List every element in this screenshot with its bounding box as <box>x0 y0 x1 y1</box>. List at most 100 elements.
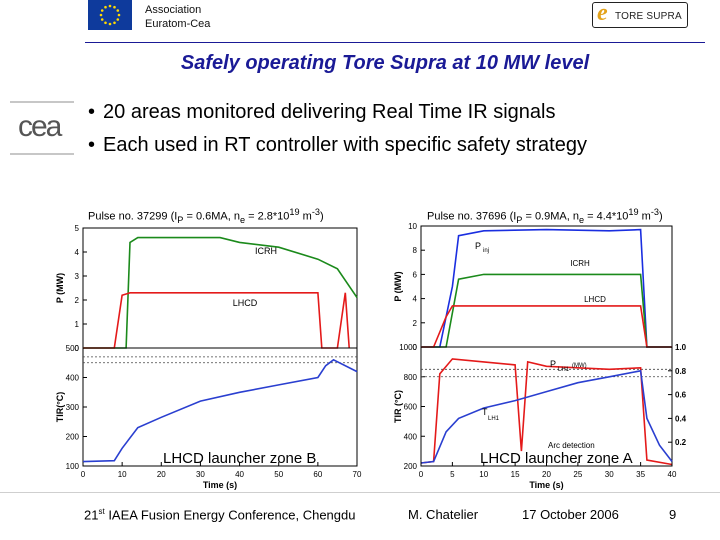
y-tick-label: 3 <box>75 272 80 281</box>
y-tick-label: 1000 <box>399 343 417 352</box>
caption-zone-b: LHCD launcher zone B <box>163 450 317 467</box>
chart-right-title-mid: = 0.9MA, n <box>522 210 579 223</box>
chart-right-title-sub2: e <box>578 214 585 225</box>
y-tick-label: 10 <box>408 222 417 231</box>
x-tick-label: 60 <box>313 470 322 479</box>
chart-right-title: Pulse no. 37696 (IP = 0.9MA, ne = 4.4*10… <box>427 207 663 225</box>
association-line1: Association <box>145 4 202 16</box>
y-tick-label: 500 <box>66 344 80 353</box>
x-tick-label: 30 <box>196 470 205 479</box>
y-axis-label: TIR (°C) <box>393 390 403 423</box>
chart-left-title-sup2: -3 <box>311 207 320 217</box>
series-line-lhcd <box>421 305 672 348</box>
bullet-item-2: Each used in RT controller with specific… <box>88 129 587 162</box>
eu-star-icon <box>100 18 104 21</box>
annotation-inj: inj <box>483 248 489 254</box>
footer-conference-text: IAEA Fusion Energy Conference, Chengdu <box>104 507 356 523</box>
chart-left: 0 1 2 3 4 5 P (MW) 100 200 300 400 500 TIR(°C) 0 10 20 3… <box>55 224 362 490</box>
eu-star-icon <box>116 18 120 21</box>
y2-tick-label: 0.2 <box>675 438 687 447</box>
chart-right-title-sup2: -3 <box>650 207 659 217</box>
footer-conference: 21st IAEA Fusion Energy Conference, Chen… <box>84 507 355 522</box>
footer-author: M. Chatelier <box>408 507 479 522</box>
footer-page-number: 9 <box>669 507 677 522</box>
x-tick-label: 0 <box>419 470 424 479</box>
x-tick-label: 35 <box>636 470 645 479</box>
chart-right-title-sup1: 19 <box>628 207 639 217</box>
y-tick-label: 8 <box>413 246 418 255</box>
eu-flag-logo <box>88 0 132 30</box>
x-tick-label: 40 <box>668 470 677 479</box>
slide-title: Safely operating Tore Supra at 10 MW lev… <box>180 52 590 74</box>
y-tick-label: 4 <box>413 295 418 304</box>
x-tick-label: 0 <box>81 470 86 479</box>
annotation-t: T <box>482 407 488 417</box>
y-tick-label: 1 <box>75 320 80 329</box>
y-tick-label: 800 <box>404 373 418 382</box>
x-tick-label: 30 <box>605 470 614 479</box>
chart-right-title-main: Pulse no. 37696 (I <box>427 210 517 223</box>
chart-left-title-main: Pulse no. 37299 (I <box>88 210 178 223</box>
y-tick-label: 300 <box>66 403 80 412</box>
chart-left-title-end: = 2.8*10 <box>245 210 290 223</box>
chart-right-title-end: = 4.4*10 <box>584 210 629 223</box>
eu-star-icon <box>104 21 107 25</box>
footer-conference-num: 21 <box>84 507 99 523</box>
association-line2: Euratom-Cea <box>145 18 211 30</box>
chart-left-title-tail: m <box>299 210 312 223</box>
y2-tick-label: 0.6 <box>675 391 687 400</box>
x-tick-label: 20 <box>542 470 551 479</box>
eu-star-icon <box>116 9 120 12</box>
eu-star-icon <box>108 22 112 26</box>
cea-logo: cea <box>8 96 74 156</box>
y-tick-label: 4 <box>75 248 80 257</box>
y-tick-label: 400 <box>404 432 418 441</box>
annotation-icrh: ICRH <box>255 246 277 256</box>
eu-stars-icon <box>99 4 121 26</box>
y-axis-label: P (MW) <box>55 273 65 303</box>
chart-left-title: Pulse no. 37299 (IP = 0.6MA, ne = 2.8*10… <box>88 207 324 225</box>
annotation-t-lh1-sub: LH1 <box>488 416 500 422</box>
chart-right-title-sub1: P <box>516 214 523 225</box>
x-tick-label: 20 <box>157 470 166 479</box>
footer-conference-sup: st <box>98 507 105 516</box>
footer-date: 17 October 2006 <box>522 507 619 522</box>
chart-left-title-close: ) <box>319 210 324 223</box>
panel-frame <box>420 225 673 348</box>
x-tick-label: 15 <box>511 470 520 479</box>
footer-divider <box>0 492 720 493</box>
y-tick-label: 400 <box>66 374 80 383</box>
y-axis-label: P (MW) <box>393 271 403 301</box>
chart-left-title-sup1: 19 <box>289 207 300 217</box>
y-tick-label: 600 <box>404 403 418 412</box>
svg-text:cea: cea <box>18 110 63 143</box>
eu-star-icon <box>100 9 104 12</box>
annotation-mw: (MW) <box>572 363 587 369</box>
bullet-list: 20 areas monitored delivering Real Time … <box>88 96 587 162</box>
caption-zone-a: LHCD launcher zone A <box>480 450 633 467</box>
series-line-t-lh1 <box>420 369 673 464</box>
header-divider <box>85 42 705 43</box>
chart-right-title-close: ) <box>658 210 663 223</box>
series-line-tir <box>82 358 358 463</box>
x-tick-label: 50 <box>274 470 283 479</box>
x-tick-label: 10 <box>479 470 488 479</box>
y-tick-label: 2 <box>413 319 418 328</box>
series-line-lhcd <box>83 291 350 349</box>
eu-star-icon <box>99 13 103 17</box>
annotation-arc-detection: Arc detection <box>548 441 595 450</box>
y2-tick-label: 0.8 <box>675 367 687 376</box>
x-axis-label: Time (s) <box>203 480 237 490</box>
y2-tick-label: 1.0 <box>675 343 687 352</box>
x-axis-label: Time (s) <box>529 480 563 490</box>
series-line-p-lh1-mw- <box>420 358 673 466</box>
y2-tick-label: 0.4 <box>675 414 687 423</box>
y-tick-label: 2 <box>75 296 80 305</box>
y-tick-label: 200 <box>404 462 418 471</box>
eu-star-icon <box>117 13 121 17</box>
panel-frame <box>82 347 358 467</box>
annotation-lhcd: LHCD <box>584 295 606 304</box>
tore-supra-logo: e TORE SUPRA <box>592 0 688 28</box>
annotation-p-lh1: P <box>550 359 556 369</box>
